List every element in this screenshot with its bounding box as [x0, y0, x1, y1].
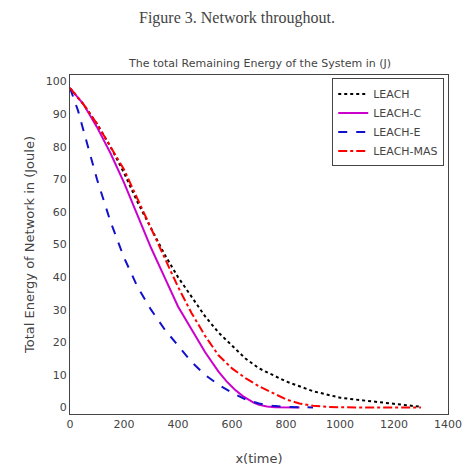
svg-text:LEACH-E: LEACH-E — [373, 126, 420, 139]
svg-text:Total Energy of Network in (Jo: Total Energy of Network in (Joule) — [22, 136, 37, 354]
svg-text:100: 100 — [46, 75, 67, 88]
svg-text:The total Remaining Energy of: The total Remaining Energy of the System… — [128, 57, 391, 70]
svg-text:800: 800 — [276, 418, 297, 431]
svg-text:80: 80 — [53, 141, 67, 154]
svg-text:50: 50 — [53, 238, 67, 251]
svg-text:200: 200 — [114, 418, 135, 431]
svg-text:LEACH-MAS: LEACH-MAS — [373, 145, 437, 158]
svg-text:LEACH-C: LEACH-C — [373, 107, 421, 120]
svg-text:LEACH: LEACH — [373, 88, 409, 101]
svg-text:60: 60 — [53, 206, 67, 219]
svg-text:20: 20 — [53, 336, 67, 349]
svg-text:90: 90 — [53, 108, 67, 121]
svg-text:Figure 3. Network throughout.: Figure 3. Network throughout. — [139, 9, 335, 27]
svg-text:1200: 1200 — [380, 418, 408, 431]
svg-text:30: 30 — [53, 304, 67, 317]
svg-text:x(time): x(time) — [235, 451, 282, 466]
svg-text:70: 70 — [53, 173, 67, 186]
svg-text:0: 0 — [67, 418, 74, 431]
svg-text:10: 10 — [53, 369, 67, 382]
svg-text:1000: 1000 — [326, 418, 354, 431]
svg-text:40: 40 — [53, 271, 67, 284]
svg-text:400: 400 — [168, 418, 189, 431]
svg-text:1400: 1400 — [434, 418, 462, 431]
svg-text:600: 600 — [222, 418, 243, 431]
svg-text:0: 0 — [60, 401, 67, 414]
